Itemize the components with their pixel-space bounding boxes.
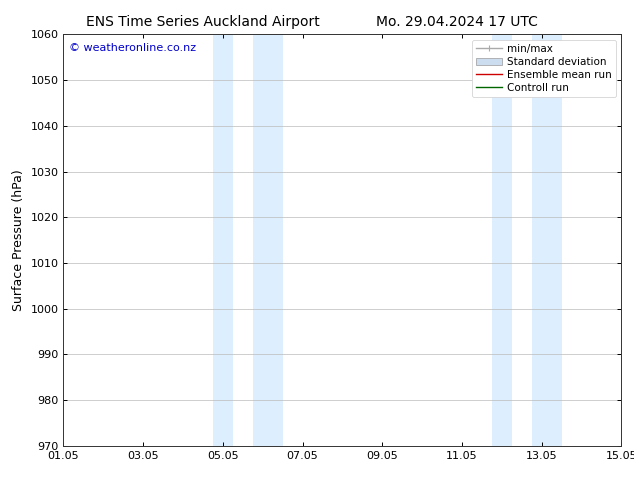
Bar xyxy=(213,34,233,446)
Text: © weatheronline.co.nz: © weatheronline.co.nz xyxy=(69,43,196,52)
Text: ENS Time Series Auckland Airport: ENS Time Series Auckland Airport xyxy=(86,15,320,29)
Y-axis label: Surface Pressure (hPa): Surface Pressure (hPa) xyxy=(12,169,25,311)
Text: Mo. 29.04.2024 17 UTC: Mo. 29.04.2024 17 UTC xyxy=(375,15,538,29)
Bar xyxy=(492,34,512,446)
Legend: min/max, Standard deviation, Ensemble mean run, Controll run: min/max, Standard deviation, Ensemble me… xyxy=(472,40,616,97)
Bar xyxy=(253,34,283,446)
Bar xyxy=(532,34,562,446)
